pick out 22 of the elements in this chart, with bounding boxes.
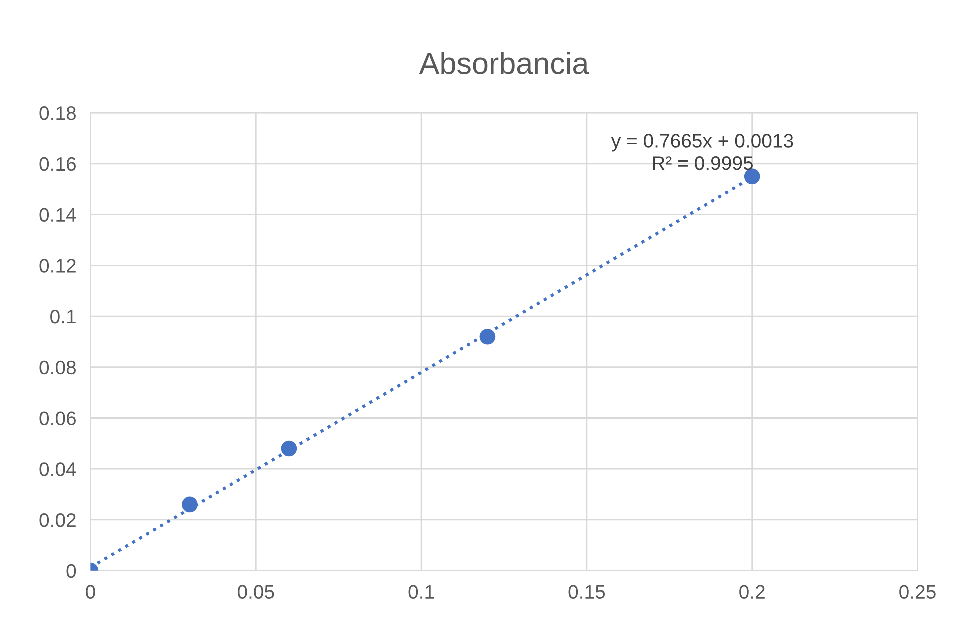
y-tick-label: 0.14	[40, 208, 76, 222]
point	[281, 440, 298, 457]
y-tick-label: 0	[66, 564, 76, 578]
x-tick-label: 0.25	[900, 585, 936, 600]
x-tick-label: 0.15	[568, 585, 606, 600]
y-tick-label: 0.02	[40, 513, 76, 528]
point	[744, 168, 760, 185]
y-tick-label: 0.1	[50, 310, 76, 324]
y-tick-label: 0.16	[40, 157, 76, 172]
x-tick-label: 0	[86, 585, 96, 600]
annotation: y = 0.7665x + 0.0013 R² = 0.9995	[611, 134, 794, 170]
y-tick-label: 0.06	[40, 412, 76, 426]
chart-title: Absorbancia	[419, 52, 590, 74]
y-tick-label: 0.08	[40, 360, 76, 375]
x-tick-label: 0.2	[740, 585, 765, 600]
x-tick-label: 0.05	[238, 585, 274, 600]
x-tick-label: 0.1	[408, 585, 434, 600]
point	[480, 328, 496, 345]
point	[182, 496, 198, 513]
y-tick-label: 0.18	[40, 106, 76, 120]
y-tick-label: 0.04	[40, 462, 76, 476]
y-tick-label: 0.12	[40, 259, 76, 273]
